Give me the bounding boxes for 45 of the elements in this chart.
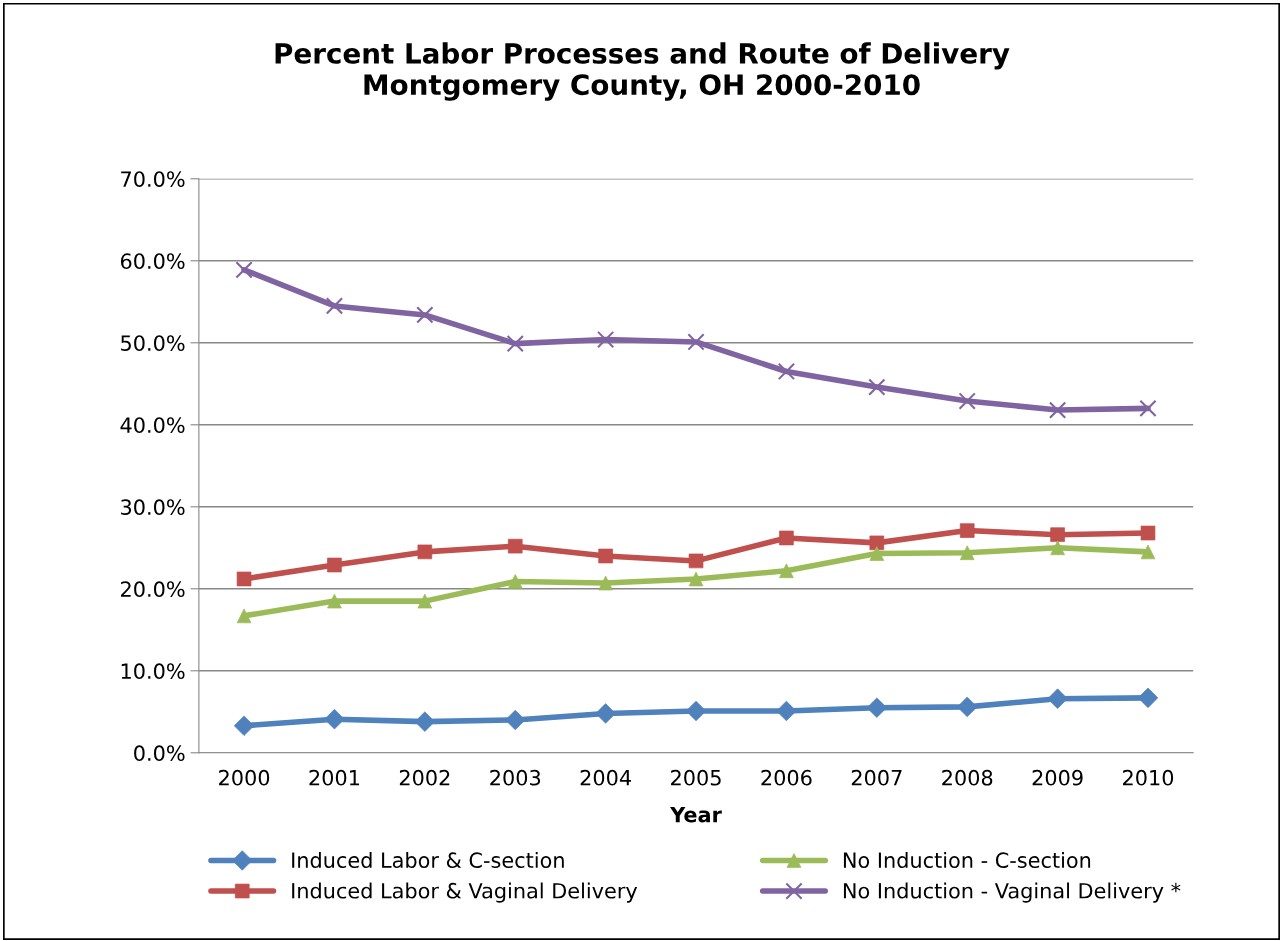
- point: [416, 306, 434, 324]
- point: [596, 330, 615, 349]
- point: [1047, 688, 1068, 709]
- x-tick-label: 2004: [580, 769, 631, 786]
- y-tick-label: 10.0%: [121, 663, 185, 680]
- y-tick-label: 60.0%: [120, 253, 185, 269]
- y-tick-label: 30.0%: [121, 499, 185, 516]
- legend-label: Induced Labor & Vaginal Delivery: [292, 882, 638, 903]
- legend-label: No Induction - Vaginal Delivery *: [843, 882, 1181, 903]
- point: [233, 715, 255, 736]
- x-tick-label: 2007: [851, 769, 902, 786]
- point: [1048, 401, 1067, 419]
- x-tick-label: 2000: [219, 769, 270, 786]
- point: [414, 711, 436, 732]
- point: [777, 362, 796, 381]
- point: [866, 697, 887, 718]
- point: [325, 297, 344, 315]
- y-tick-label: 50.0%: [121, 335, 185, 351]
- x-axis-title: Year: [670, 806, 722, 823]
- point: [598, 548, 613, 564]
- point: [688, 553, 704, 569]
- y-tick-label: 70.0%: [121, 171, 185, 187]
- point: [1139, 399, 1157, 418]
- point: [235, 261, 253, 279]
- x-tick-label: 2002: [399, 769, 450, 786]
- chart-title: Percent Labor Processes and Route of Delivery Montgomery County, OH 2000-2010: [275, 42, 1010, 101]
- point: [957, 696, 978, 718]
- x-tick-label: 2009: [1032, 769, 1083, 786]
- point: [868, 378, 886, 396]
- point: [687, 333, 705, 351]
- point: [958, 392, 976, 410]
- y-tick-label: 20.0%: [121, 581, 185, 598]
- x-tick-label: 2001: [309, 769, 360, 786]
- point: [506, 334, 524, 353]
- y-tick-label: 0.0%: [134, 745, 185, 762]
- x-tick-label: 2008: [942, 769, 993, 786]
- x-tick-label: 2003: [490, 769, 541, 786]
- y-tick-label: 40.0%: [120, 417, 185, 434]
- point: [779, 530, 794, 546]
- x-tick-label: 2006: [761, 769, 812, 786]
- x-tick-label: 2010: [1123, 769, 1174, 786]
- legend-label: No Induction - C-section: [843, 851, 1091, 869]
- point: [959, 523, 975, 538]
- x-tick-label: 2005: [671, 769, 721, 786]
- legend-label: Induced Labor & C-section: [292, 851, 564, 869]
